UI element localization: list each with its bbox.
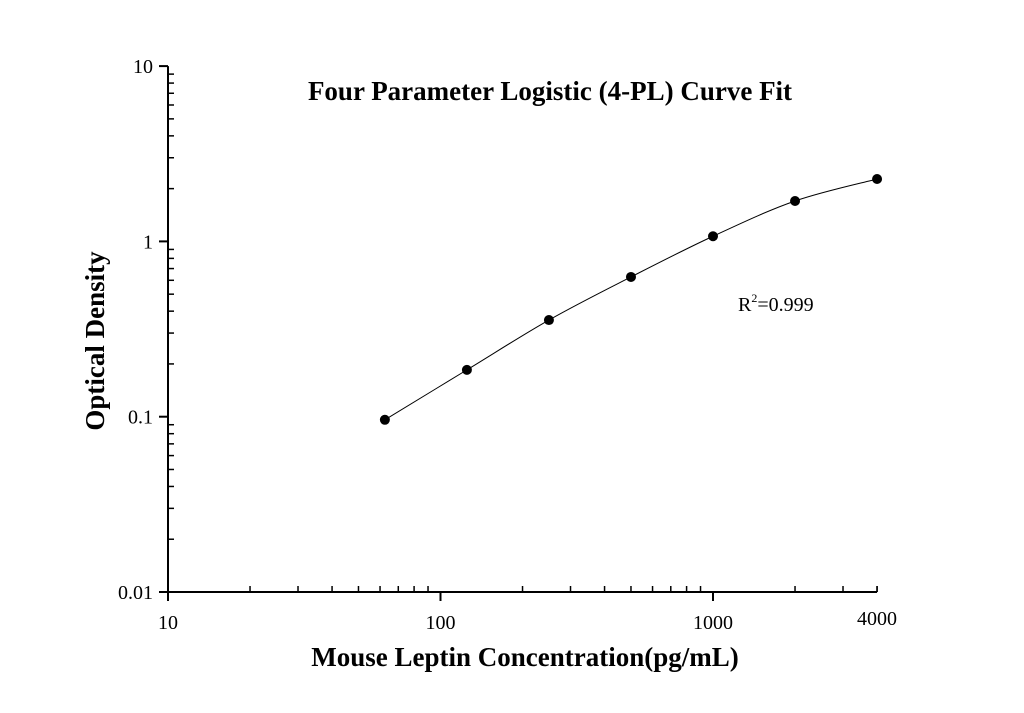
- axes: 10 100 1000 4000 0.01 0.1 1 10: [118, 56, 897, 634]
- y-tick-label: 0.01: [118, 582, 153, 604]
- y-tick-label: 10: [133, 56, 153, 78]
- data-point: [461, 364, 472, 375]
- y-tick-label: 0.1: [128, 407, 153, 429]
- x-tick-label: 10: [158, 612, 178, 634]
- data-points: [379, 173, 883, 425]
- data-point: [625, 271, 636, 282]
- data-point: [872, 173, 883, 184]
- r-squared-annotation: R2=0.999: [738, 291, 814, 316]
- data-point: [708, 231, 718, 242]
- data-point: [790, 196, 801, 207]
- chart-title: Four Parameter Logistic (4-PL) Curve Fit: [308, 76, 792, 106]
- x-tick-label: 1000: [693, 612, 733, 634]
- x-tick-label: 100: [426, 612, 456, 634]
- data-point: [379, 414, 390, 425]
- x-tick-label: 4000: [857, 608, 897, 630]
- data-point: [543, 315, 554, 326]
- r-squared-sup: 2: [751, 291, 757, 305]
- y-axis-label: Optical Density: [80, 251, 110, 431]
- y-tick-label: 1: [143, 231, 153, 253]
- r-squared-base: R: [738, 294, 752, 316]
- r-squared-value: =0.999: [757, 294, 813, 316]
- x-axis-label: Mouse Leptin Concentration(pg/mL): [311, 642, 739, 672]
